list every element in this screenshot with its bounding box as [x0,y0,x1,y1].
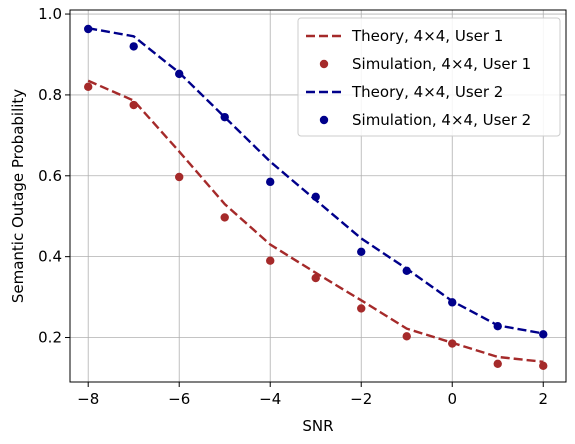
simulation-point [357,247,366,256]
simulation-point [493,359,502,369]
theory-line [87,79,544,363]
y-axis-label: Semantic Outage Probability [9,89,27,303]
simulation-point [129,42,138,51]
series-4 [84,24,548,339]
y-tick-label: 0.2 [38,329,62,347]
simulation-point [266,177,275,187]
series-1 [87,79,544,363]
y-tick-label: 0.8 [38,86,62,104]
legend: Theory, 4×4, User 1 Simulation, 4×4, User… [297,17,561,137]
ticks: −8 −6 −4 −2 0 2 0.2 0.4 0.6 0.8 1.0 [38,5,548,408]
y-tick-label: 0.6 [38,167,62,185]
simulation-point [402,266,411,276]
axes-frame [69,9,567,383]
legend-marker-swatch [319,115,329,125]
y-tick-label: 0.4 [38,248,62,266]
simulation-point [175,172,184,182]
simulation-point [220,112,229,122]
simulation-point [539,330,548,339]
x-tick-label: −2 [350,390,372,408]
simulation-point [175,69,184,79]
simulation-point [84,24,93,34]
simulation-point [220,213,229,222]
x-tick-label: −6 [168,390,190,408]
simulation-point [448,339,457,348]
legend-label: Theory, 4×4, User 1 [351,27,503,45]
plot-series [84,24,548,371]
simulation-point [266,256,275,265]
legend-label: Theory, 4×4, User 2 [351,83,503,101]
simulation-point [493,322,502,331]
legend-marker-swatch [319,59,329,69]
x-tick-label: 2 [538,390,548,408]
simulation-point [311,273,320,283]
series-2 [84,82,548,371]
legend-label: Simulation, 4×4, User 1 [352,55,531,73]
simulation-point [311,192,320,202]
simulation-point [357,304,366,313]
x-tick-label: −8 [77,390,99,408]
x-tick-label: −4 [259,390,281,408]
simulation-point [448,298,457,307]
simulation-point [402,332,411,341]
x-tick-label: 0 [447,390,457,408]
y-tick-label: 1.0 [38,5,62,23]
legend-label: Simulation, 4×4, User 2 [352,111,531,129]
simulation-point [84,82,93,92]
x-axis-label: SNR [302,417,333,435]
legend-box [297,17,561,137]
simulation-point [539,361,548,371]
simulation-point [129,100,138,110]
